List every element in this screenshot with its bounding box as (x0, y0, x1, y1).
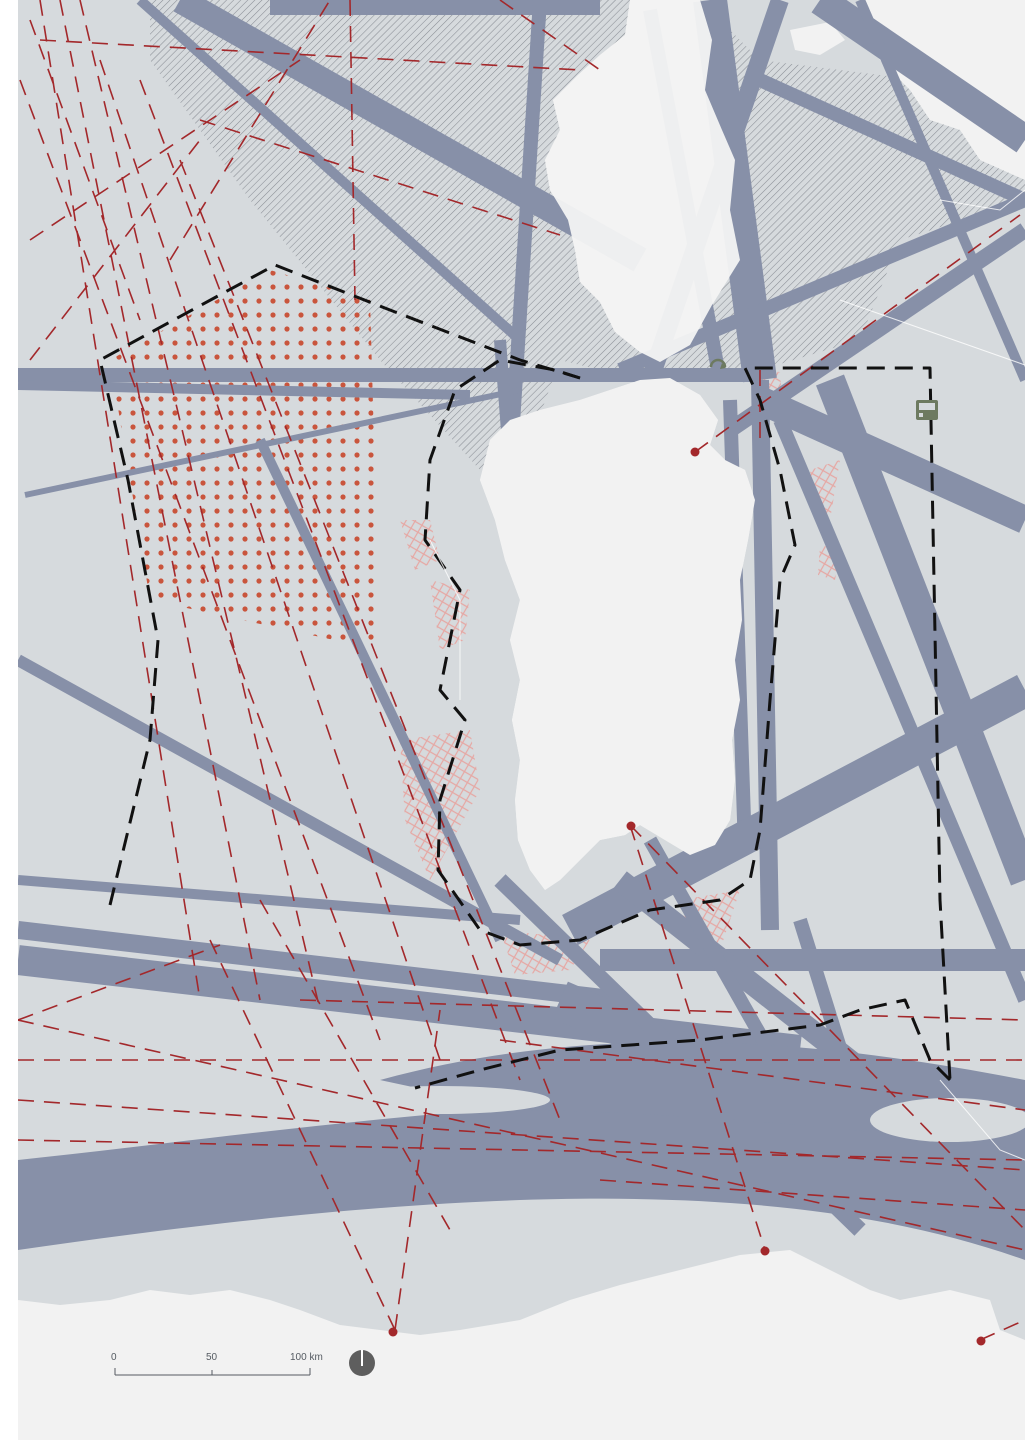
north-africa-coast (18, 1250, 1025, 1440)
corsica-island-top (545, 0, 740, 362)
scale-label-0: 0 (111, 1352, 117, 1363)
scale-label-50: 50 (206, 1352, 218, 1363)
recycle-icon (709, 358, 727, 369)
scale-bar: 0 50 100 km (111, 1352, 323, 1376)
platform-icon (916, 400, 938, 420)
islet (790, 22, 845, 55)
cable-landing-points (388, 447, 986, 1346)
compass-icon (349, 1350, 375, 1376)
lane-gap (870, 1098, 1025, 1142)
zone-lines (429, 189, 1025, 1161)
lane-gap (330, 1086, 550, 1114)
lane-fan (380, 1042, 1025, 1150)
scale-label-100: 100 km (290, 1352, 323, 1363)
main-shipping-corridor (18, 1095, 1025, 1260)
submarine-cables (18, 0, 1025, 1341)
boundary-line (98, 263, 952, 1090)
sardinia-island-top (480, 378, 755, 890)
